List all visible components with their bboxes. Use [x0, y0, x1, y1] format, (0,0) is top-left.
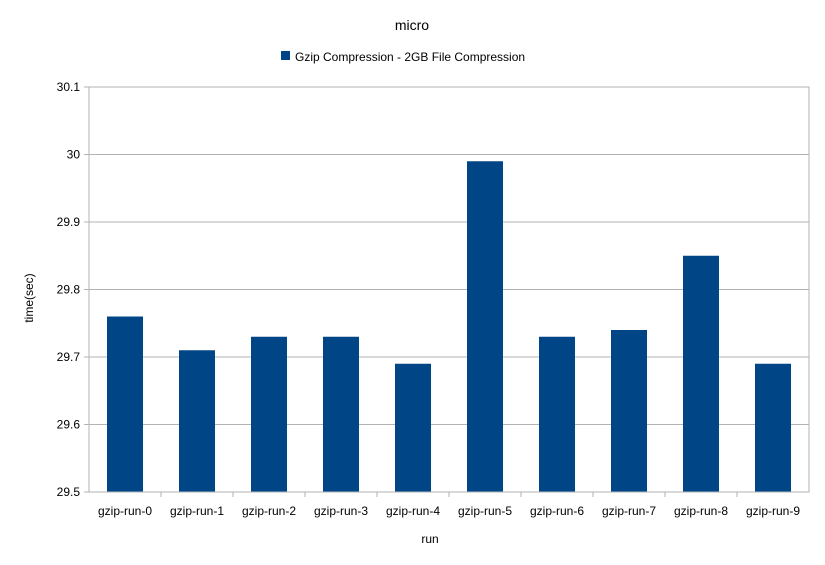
- bar-gzip-run-8: [683, 255, 719, 492]
- x-tick-label-9: gzip-run-9: [746, 504, 800, 518]
- bar-gzip-run-7: [611, 330, 647, 492]
- x-tick-labels: gzip-run-0 gzip-run-1 gzip-run-2 gzip-run-3…: [98, 492, 800, 518]
- bar-gzip-run-4: [395, 363, 431, 492]
- bar-gzip-run-0: [107, 316, 143, 492]
- bar-gzip-run-2: [251, 336, 287, 492]
- y-tick-label-4: 29.9: [57, 215, 81, 229]
- x-axis-label: run: [421, 532, 438, 546]
- x-tick-label-8: gzip-run-8: [674, 504, 728, 518]
- bars: [107, 161, 791, 492]
- x-tick-label-7: gzip-run-7: [602, 504, 656, 518]
- x-tick-label-1: gzip-run-1: [170, 504, 224, 518]
- bar-gzip-run-1: [179, 350, 215, 492]
- y-tick-label-3: 29.8: [57, 283, 81, 297]
- bar-gzip-run-6: [539, 336, 575, 492]
- x-tick-label-5: gzip-run-5: [458, 504, 512, 518]
- bar-gzip-run-3: [323, 336, 359, 492]
- y-tick-label-0: 29.5: [57, 485, 81, 499]
- legend: Gzip Compression - 2GB File Compression: [281, 50, 525, 64]
- x-tick-label-6: gzip-run-6: [530, 504, 584, 518]
- bar-gzip-run-5: [467, 161, 503, 492]
- y-tick-label-2: 29.7: [57, 350, 81, 364]
- legend-swatch: [281, 51, 290, 60]
- y-tick-label-6: 30.1: [57, 80, 81, 94]
- x-tick-label-4: gzip-run-4: [386, 504, 440, 518]
- chart-title: micro: [395, 17, 429, 33]
- y-tick-labels: 29.5 29.6 29.7 29.8 29.9 30 30.1: [57, 80, 81, 499]
- x-tick-label-2: gzip-run-2: [242, 504, 296, 518]
- y-axis-label: time(sec): [22, 273, 36, 322]
- y-tick-label-1: 29.6: [57, 418, 81, 432]
- x-tick-label-0: gzip-run-0: [98, 504, 152, 518]
- x-tick-label-3: gzip-run-3: [314, 504, 368, 518]
- legend-label: Gzip Compression - 2GB File Compression: [295, 50, 525, 64]
- y-tick-label-5: 30: [67, 148, 81, 162]
- bar-gzip-run-9: [755, 363, 791, 492]
